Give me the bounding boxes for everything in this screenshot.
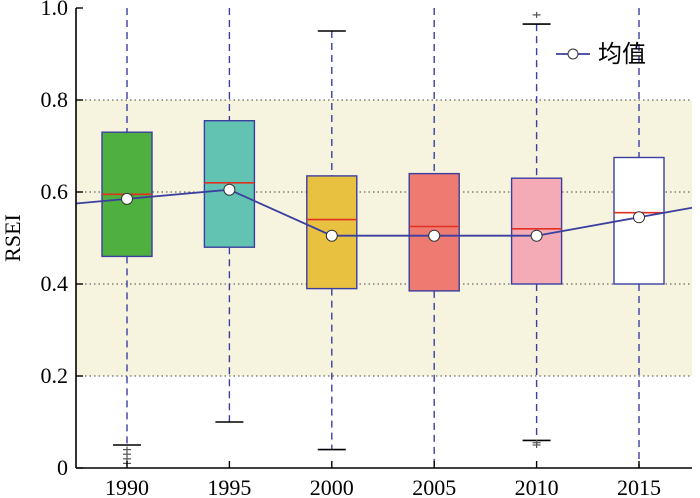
y-tick-label: 0.8 <box>41 87 69 112</box>
mean-point <box>121 192 133 205</box>
mean-point <box>223 183 236 196</box>
x-tick-label: 1995 <box>207 475 251 498</box>
shaded-band-layer <box>76 100 692 376</box>
mean-line-layer <box>75 183 693 242</box>
axis-layer <box>75 7 692 469</box>
gridline-layer <box>76 99 692 377</box>
x-tick-label: 2015 <box>617 475 661 498</box>
x-tick-label: 2005 <box>412 475 456 498</box>
y-tick-label: 0.2 <box>41 363 69 388</box>
legend-label: 均值 <box>598 40 646 68</box>
whisker-layer <box>113 8 640 468</box>
mean-point <box>633 211 645 224</box>
x-tick-label: 1990 <box>105 475 149 498</box>
y-tick-label: 1.0 <box>41 0 69 20</box>
y-tick-label: 0.6 <box>41 179 69 204</box>
y-tick-label: 0 <box>57 455 68 480</box>
y-tick-label: 0.4 <box>41 271 69 296</box>
shaded-band <box>76 100 692 376</box>
mean-point <box>428 229 441 242</box>
legend: 均值 <box>556 40 646 68</box>
x-tick-label: 2000 <box>310 475 354 498</box>
x-tick-label: 2010 <box>515 475 559 498</box>
legend-marker <box>567 48 579 60</box>
tick-label-layer: 0 0.2 0.4 0.6 0.8 1.0 1990 1995 2000 2005 2010 2015 <box>41 0 662 498</box>
mean-line <box>75 188 693 237</box>
y-axis-title: RSEI <box>0 214 25 262</box>
mean-point <box>325 229 338 242</box>
mean-point <box>530 229 543 242</box>
